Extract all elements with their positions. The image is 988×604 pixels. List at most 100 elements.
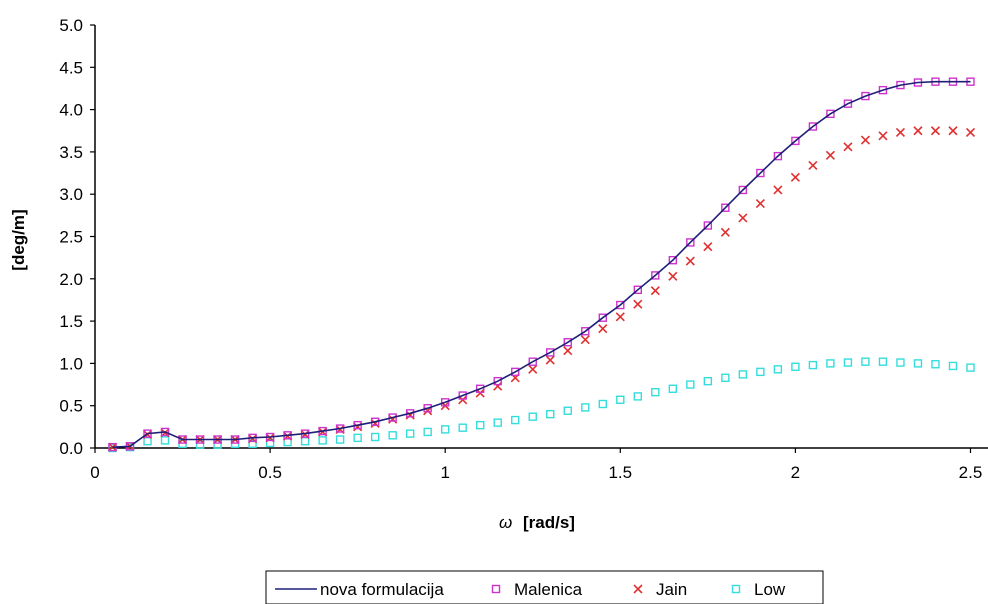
data-point	[808, 122, 818, 131]
legend-label: Jain	[656, 580, 687, 599]
data-point	[388, 431, 397, 440]
data-point	[335, 435, 345, 444]
data-point	[493, 376, 502, 386]
legend-item: Jain	[633, 580, 687, 599]
data-point	[300, 437, 310, 446]
data-point	[493, 381, 503, 391]
data-point	[703, 221, 713, 230]
data-point	[195, 440, 205, 449]
data-point	[546, 409, 555, 419]
data-point	[861, 91, 870, 101]
data-point	[318, 436, 327, 445]
x-axis-title: ω [rad/s]	[499, 513, 575, 532]
y-tick-label: 3.0	[59, 185, 83, 204]
data-point	[616, 300, 625, 310]
y-tick-label: 1.5	[59, 312, 83, 331]
data-point	[580, 335, 590, 345]
data-point	[913, 126, 923, 136]
y-tick-label: 0.0	[59, 439, 83, 458]
data-point	[650, 286, 660, 296]
data-point	[528, 357, 537, 366]
data-point	[808, 160, 818, 171]
y-ticks: 0.0 0.5 1.0 1.5 2.0 2.5 3.0 3.5 4.0 4.5 5.0	[59, 16, 95, 458]
data-point	[703, 242, 713, 252]
data-point	[895, 127, 906, 138]
data-point	[756, 367, 765, 377]
data-point	[948, 361, 958, 371]
data-point	[878, 357, 888, 366]
x-tick-label: 1	[440, 463, 449, 482]
y-tick-label: 3.5	[59, 143, 83, 162]
data-point	[160, 436, 170, 445]
data-point	[581, 403, 590, 412]
legend-item: Malenica	[491, 580, 583, 599]
data-point	[370, 432, 380, 442]
x-tick-label: 2	[791, 463, 800, 482]
data-point	[738, 185, 748, 195]
data-point	[651, 387, 660, 397]
y-tick-label: 1.0	[59, 354, 83, 373]
series-jain	[107, 126, 976, 452]
x-tick-label: 1.5	[608, 463, 632, 482]
data-point	[843, 142, 853, 152]
data-point	[738, 213, 748, 223]
data-point	[545, 355, 555, 365]
data-point	[633, 299, 643, 309]
data-point	[965, 127, 976, 138]
data-point	[791, 136, 800, 146]
legend-swatch	[491, 584, 501, 594]
data-point	[458, 391, 467, 400]
data-point	[528, 412, 537, 421]
data-point	[720, 227, 730, 237]
data-point	[773, 151, 783, 161]
data-point	[703, 376, 713, 386]
data-point	[476, 420, 485, 430]
legend-items: nova formulacija Malenica Jain Low	[275, 580, 786, 599]
data-point	[948, 126, 958, 136]
y-axis-title: [deg/m]	[9, 209, 28, 270]
data-point	[966, 363, 975, 372]
x-ticks: 0 0.5 1 1.5 2 2.5	[90, 448, 982, 482]
data-point	[458, 423, 467, 432]
data-point	[598, 324, 608, 334]
data-point	[878, 131, 888, 141]
data-point	[860, 135, 870, 145]
data-point	[493, 418, 502, 427]
y-tick-label: 2.5	[59, 228, 83, 247]
data-point	[598, 399, 607, 409]
data-point	[931, 360, 940, 369]
data-point	[721, 203, 730, 212]
data-point	[686, 238, 695, 247]
data-point	[143, 437, 152, 446]
data-point	[511, 415, 520, 425]
data-point	[388, 413, 397, 422]
data-point	[423, 404, 432, 413]
data-point	[265, 438, 275, 448]
data-point	[616, 395, 625, 404]
data-point	[633, 285, 643, 294]
data-point	[615, 312, 625, 322]
series-malenica	[108, 77, 975, 452]
data-point	[755, 198, 765, 209]
data-point	[721, 373, 730, 382]
y-tick-label: 4.0	[59, 101, 83, 120]
data-point	[825, 150, 835, 160]
data-point	[861, 357, 870, 366]
data-point	[651, 271, 660, 280]
data-point	[826, 359, 835, 368]
y-tick-label: 0.5	[59, 397, 83, 416]
legend-item: nova formulacija	[275, 580, 444, 599]
data-point	[843, 358, 853, 367]
x-axis-symbol: ω	[499, 513, 512, 532]
data-point	[405, 409, 415, 418]
x-tick-label: 2.5	[959, 463, 983, 482]
data-point	[668, 271, 678, 281]
data-point	[476, 384, 485, 393]
y-tick-label: 4.5	[59, 58, 83, 77]
data-point	[546, 348, 555, 357]
x-tick-label: 0	[90, 463, 99, 482]
data-point	[878, 85, 888, 95]
data-point	[353, 433, 362, 443]
